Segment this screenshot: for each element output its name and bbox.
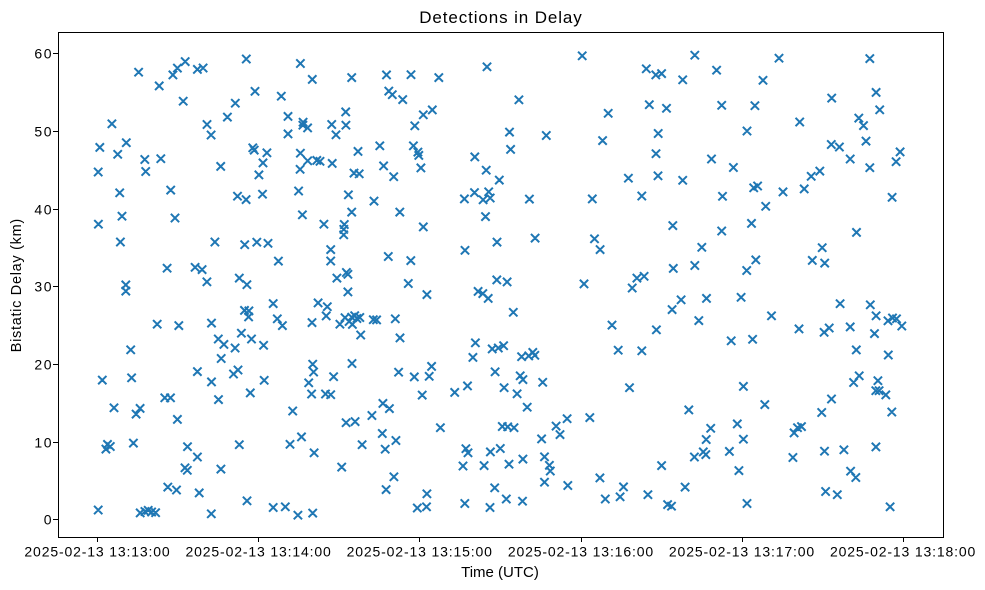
svg-text:2025-02-13 13:13:00: 2025-02-13 13:13:00 [24,544,170,560]
svg-text:Bistatic Delay (km): Bistatic Delay (km) [9,218,25,352]
svg-text:Detections in Delay: Detections in Delay [419,8,582,27]
svg-text:60: 60 [34,46,53,62]
svg-text:2025-02-13 13:14:00: 2025-02-13 13:14:00 [186,544,332,560]
svg-text:20: 20 [34,357,53,373]
svg-text:2025-02-13 13:15:00: 2025-02-13 13:15:00 [347,544,493,560]
svg-text:2025-02-13 13:16:00: 2025-02-13 13:16:00 [508,544,654,560]
svg-text:2025-02-13 13:18:00: 2025-02-13 13:18:00 [830,544,976,560]
svg-text:Time (UTC): Time (UTC) [461,564,539,581]
svg-text:50: 50 [34,124,53,140]
svg-text:40: 40 [34,202,53,218]
svg-text:2025-02-13 13:17:00: 2025-02-13 13:17:00 [669,544,815,560]
svg-text:0: 0 [44,512,53,528]
svg-text:30: 30 [34,279,53,295]
svg-text:10: 10 [34,435,53,451]
